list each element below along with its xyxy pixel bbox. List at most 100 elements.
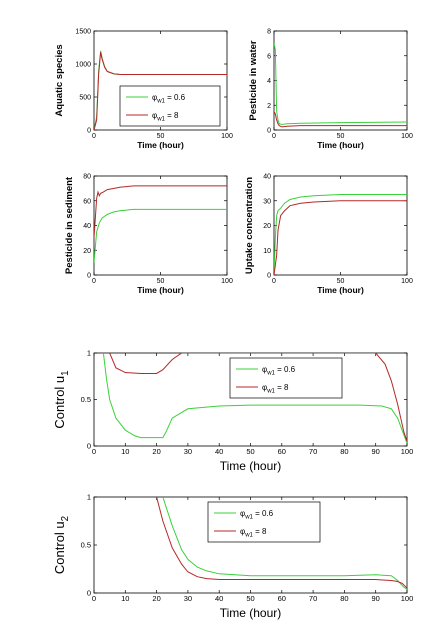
y-tick-label: 8 <box>267 29 271 36</box>
y-tick-label: 1000 <box>75 62 91 69</box>
x-axis-label: Time (hour) <box>220 606 282 620</box>
y-tick-label: 0.5 <box>81 541 91 550</box>
legend-label-series_a: φw1 = 0.6 <box>262 365 296 377</box>
y-axis-label: Aquatic species <box>54 44 65 116</box>
chart-2: 0 50 100 0 2 4 6 8 Time (hour) Pesticide in water <box>248 29 413 151</box>
legend-label-series_b: φw1 = 8 <box>240 527 267 539</box>
chart-4: 0 50 100 0 10 20 30 40 Time (hour) Uptake concent… <box>244 174 413 296</box>
chart-3: 0 50 100 0 20 40 60 80 Time (hour) Pesticide in s… <box>64 174 233 296</box>
x-axis-label: Time (hour) <box>137 140 184 150</box>
legend-box <box>207 501 321 543</box>
x-tick-label: 100 <box>401 133 413 140</box>
x-axis-label: Time (hour) <box>317 140 364 150</box>
legend-label-series_b: φw1 = 8 <box>262 383 289 395</box>
x-axis-label: Time (hour) <box>220 459 282 473</box>
y-tick-label: 6 <box>267 53 271 60</box>
y-axis-label: Control u2 <box>52 516 71 574</box>
x-tick-label: 100 <box>221 133 233 140</box>
x-tick-label: 70 <box>309 594 317 603</box>
x-tick-label: 80 <box>340 594 348 603</box>
y-axis-label: Control u1 <box>52 370 71 428</box>
x-tick-label: 30 <box>184 447 192 456</box>
series-line-series_b <box>109 353 407 442</box>
x-tick-label: 100 <box>401 447 414 456</box>
series-line-series_a <box>274 43 407 125</box>
x-tick-label: 100 <box>221 278 233 285</box>
x-tick-label: 10 <box>121 594 129 603</box>
series-line-series_a <box>162 497 407 590</box>
y-tick-label: 0 <box>267 128 271 135</box>
y-tick-label: 0 <box>267 273 271 280</box>
y-tick-label: 1500 <box>75 29 91 36</box>
x-tick-label: 50 <box>246 447 254 456</box>
series-line-series_a <box>94 208 227 263</box>
y-tick-label: 0 <box>87 442 91 451</box>
y-tick-label: 4 <box>267 78 271 85</box>
legend-label-series_a: φw1 = 0.6 <box>152 93 186 105</box>
legend-label-series_b: φw1 = 8 <box>152 111 179 123</box>
x-tick-label: 0 <box>92 447 96 456</box>
y-tick-label: 30 <box>263 198 271 205</box>
legend-label-series_a: φw1 = 0.6 <box>240 509 274 521</box>
x-tick-label: 50 <box>337 133 345 140</box>
x-tick-label: 0 <box>92 278 96 285</box>
x-tick-label: 10 <box>121 447 129 456</box>
x-tick-label: 90 <box>372 447 380 456</box>
y-axis-label: Pesticide in sediment <box>64 176 75 274</box>
x-tick-label: 20 <box>152 447 160 456</box>
x-tick-label: 20 <box>152 594 160 603</box>
y-tick-label: 60 <box>83 198 91 205</box>
x-tick-label: 50 <box>337 278 345 285</box>
legend-box <box>229 357 343 399</box>
y-tick-label: 1 <box>87 493 91 502</box>
x-tick-label: 0 <box>92 594 96 603</box>
legend-box <box>119 85 221 127</box>
x-axis-label: Time (hour) <box>137 285 184 295</box>
y-tick-label: 500 <box>79 95 91 102</box>
x-tick-label: 40 <box>215 594 223 603</box>
x-tick-label: 70 <box>309 447 317 456</box>
x-tick-label: 60 <box>278 447 286 456</box>
series-line-series_a <box>102 353 407 444</box>
y-tick-label: 10 <box>263 248 271 255</box>
x-tick-label: 100 <box>401 594 414 603</box>
x-tick-label: 80 <box>340 447 348 456</box>
x-tick-label: 0 <box>272 133 276 140</box>
x-tick-label: 60 <box>278 594 286 603</box>
y-tick-label: 80 <box>83 174 91 181</box>
y-tick-label: 1 <box>87 349 91 358</box>
series-line-series_a <box>274 194 407 275</box>
y-tick-label: 40 <box>83 223 91 230</box>
legend: φw1 = 0.6 φw1 = 8 <box>119 85 221 127</box>
y-axis-label: Pesticide in water <box>248 40 259 121</box>
y-tick-label: 0 <box>87 273 91 280</box>
x-tick-label: 40 <box>215 447 223 456</box>
x-tick-label: 30 <box>184 594 192 603</box>
x-tick-label: 100 <box>401 278 413 285</box>
x-tick-label: 0 <box>92 133 96 140</box>
plot-area <box>93 175 228 276</box>
x-axis-label: Time (hour) <box>317 285 364 295</box>
series-line-series_b <box>156 497 407 589</box>
y-axis-label: Uptake concentration <box>244 177 255 274</box>
legend: φw1 = 0.6 φw1 = 8 <box>207 501 321 543</box>
series-line-series_b <box>274 200 407 275</box>
y-tick-label: 20 <box>83 248 91 255</box>
plot-area <box>273 30 408 131</box>
legend: φw1 = 0.6 φw1 = 8 <box>229 357 343 399</box>
y-tick-label: 0 <box>87 589 91 598</box>
x-tick-label: 50 <box>157 133 165 140</box>
series-line-series_b <box>94 52 227 130</box>
x-tick-label: 0 <box>272 278 276 285</box>
y-tick-label: 20 <box>263 223 271 230</box>
x-tick-label: 50 <box>157 278 165 285</box>
x-tick-label: 90 <box>372 594 380 603</box>
y-tick-label: 0.5 <box>81 395 91 404</box>
chart-6: 0 10 20 30 40 50 60 70 80 90 100 0 0.5 1 Time (hour) Co… <box>52 493 413 621</box>
y-tick-label: 0 <box>87 128 91 135</box>
y-tick-label: 40 <box>263 174 271 181</box>
plot-area <box>273 175 408 276</box>
series-line-series_b <box>94 185 227 238</box>
